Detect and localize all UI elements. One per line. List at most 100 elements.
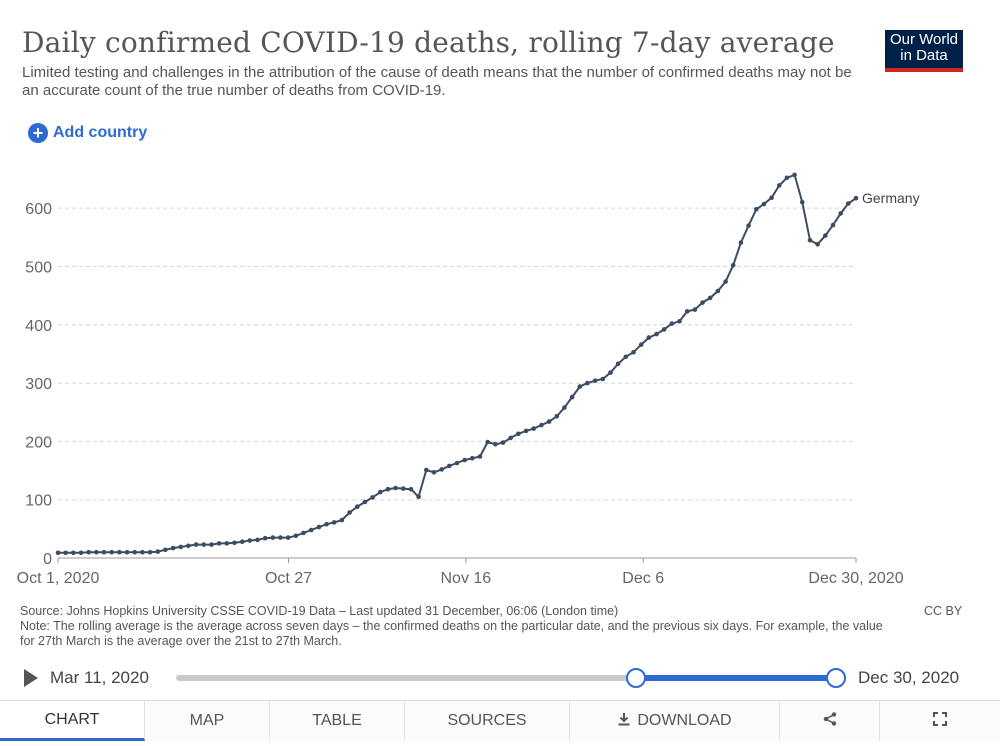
share-button[interactable] <box>780 701 880 741</box>
data-point <box>846 201 851 206</box>
data-point <box>800 200 805 205</box>
chart-subtitle: Limited testing and challenges in the at… <box>22 64 852 99</box>
line-chart: 0 100 200 300 400 500 600 Oct 1, 2020 Oct 27 Nov … <box>17 172 920 587</box>
data-point <box>623 354 629 360</box>
data-point <box>700 300 705 305</box>
series-label: Germany <box>862 190 920 206</box>
data-point <box>723 279 728 284</box>
data-point <box>523 428 529 434</box>
data-point <box>562 405 567 410</box>
data-point <box>378 489 383 495</box>
data-point <box>201 542 207 547</box>
timeline-track[interactable] <box>176 675 836 681</box>
data-point <box>600 376 606 382</box>
tab-sources-label: SOURCES <box>447 712 527 729</box>
data-point <box>308 527 314 533</box>
timeline: Mar 11, 2020 Dec 30, 2020 <box>0 660 1000 696</box>
data-point <box>262 535 268 541</box>
data-point <box>477 454 483 459</box>
y-tick-label: 200 <box>25 434 52 451</box>
x-tick-label: Dec 30, 2020 <box>808 570 903 587</box>
data-point <box>78 550 84 556</box>
tab-map-label: MAP <box>189 712 225 729</box>
data-point <box>186 543 191 549</box>
data-point <box>270 535 276 540</box>
data-point <box>669 321 675 326</box>
data-point <box>147 549 153 555</box>
chart-footer: Source: Johns Hopkins University CSSE CO… <box>20 604 900 649</box>
data-point <box>516 431 521 437</box>
y-tick-label: 100 <box>25 493 52 510</box>
data-point <box>531 426 536 431</box>
data-point <box>124 549 130 555</box>
data-point <box>178 544 184 550</box>
data-point <box>293 533 299 539</box>
play-icon[interactable] <box>24 669 38 687</box>
tab-chart[interactable]: CHART <box>0 701 145 741</box>
share-icon <box>822 711 838 732</box>
timeline-start-handle[interactable] <box>626 668 647 688</box>
x-tick-label: Nov 16 <box>441 570 492 587</box>
data-point <box>761 201 767 207</box>
data-point <box>539 422 544 428</box>
data-point <box>769 195 774 200</box>
data-point <box>101 549 107 555</box>
data-point <box>224 541 230 546</box>
tab-sources[interactable]: SOURCES <box>405 701 570 741</box>
add-country-label: Add country <box>53 124 148 141</box>
data-point <box>585 380 590 386</box>
data-point <box>815 242 820 247</box>
x-tick-label: Oct 27 <box>265 570 312 587</box>
data-point <box>247 538 253 543</box>
data-point <box>55 550 61 556</box>
data-point <box>823 233 828 238</box>
data-point <box>393 485 398 491</box>
data-point <box>454 460 460 466</box>
source-text: Source: Johns Hopkins University CSSE CO… <box>20 604 619 618</box>
data-point <box>554 414 560 419</box>
y-tick-label: 600 <box>25 201 52 218</box>
data-point <box>447 463 452 469</box>
y-tick-label: 500 <box>25 259 52 276</box>
data-point <box>339 517 345 523</box>
tab-table[interactable]: TABLE <box>270 701 405 741</box>
data-point <box>63 550 68 556</box>
tab-download[interactable]: DOWNLOAD <box>570 701 780 741</box>
data-point <box>684 309 690 314</box>
data-point <box>431 470 437 475</box>
data-point <box>193 542 199 547</box>
data-point <box>71 550 76 556</box>
tab-map[interactable]: MAP <box>145 701 270 741</box>
data-point <box>362 499 368 505</box>
license-link[interactable]: CC BY <box>924 604 963 618</box>
timeline-end-handle[interactable] <box>826 668 846 688</box>
download-icon <box>617 712 631 730</box>
data-point <box>715 288 721 294</box>
data-point <box>117 549 122 555</box>
data-point <box>462 457 468 463</box>
data-point <box>470 456 475 461</box>
timeline-end-label: Dec 30, 2020 <box>858 668 960 687</box>
data-point <box>754 207 759 212</box>
data-point <box>838 211 843 216</box>
x-tick-label: Oct 1, 2020 <box>17 570 100 587</box>
logo-line-2: in Data <box>900 47 948 64</box>
data-point <box>424 467 429 473</box>
data-point <box>370 495 375 500</box>
data-point <box>355 504 360 510</box>
data-point <box>707 295 713 301</box>
owid-logo[interactable]: Our World in Data <box>885 30 963 72</box>
fullscreen-button[interactable] <box>880 701 1000 741</box>
data-point <box>569 394 575 400</box>
tab-bar: CHART MAP TABLE SOURCES DOWNLOAD <box>0 700 1000 741</box>
data-point <box>301 530 306 536</box>
plus-circle-icon: + <box>28 123 48 143</box>
data-point <box>577 384 583 389</box>
data-point <box>646 335 652 340</box>
data-point <box>140 549 145 555</box>
data-point <box>746 223 751 228</box>
data-point <box>777 183 782 188</box>
data-point <box>324 521 329 527</box>
add-country-button[interactable]: + Add country <box>28 123 147 143</box>
data-point <box>784 175 790 181</box>
